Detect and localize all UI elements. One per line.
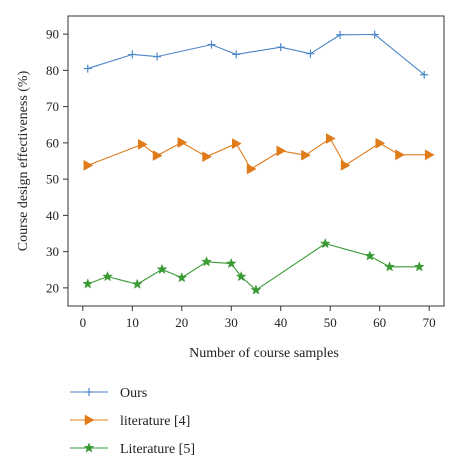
- data-point-literature-5: [250, 284, 262, 295]
- legend-item-ours: Ours: [70, 386, 147, 401]
- data-point-literature-4: [152, 150, 163, 161]
- legend-item-literature-4: literature [4]: [70, 414, 190, 429]
- data-point-literature-5: [156, 263, 168, 275]
- y-tick-label: 70: [46, 99, 59, 114]
- data-point-literature-5: [225, 257, 237, 269]
- legend-swatch-marker: [85, 388, 93, 396]
- data-point-literature-5: [102, 270, 114, 282]
- legend-swatch-marker: [83, 442, 95, 453]
- y-tick-label: 60: [46, 135, 59, 150]
- series-layer: [82, 30, 435, 295]
- data-point-literature-5: [82, 278, 94, 289]
- data-point-ours: [420, 70, 429, 79]
- data-point-literature-4: [231, 138, 242, 150]
- legend-swatch-marker: [84, 414, 95, 426]
- x-axis-label: Number of course samples: [189, 346, 339, 361]
- data-point-literature-4: [83, 159, 94, 171]
- data-point-ours: [306, 49, 315, 58]
- x-tick-label: 0: [80, 315, 87, 330]
- data-point-literature-5: [364, 250, 376, 261]
- legend-item-literature-5: Literature [5]: [70, 442, 195, 457]
- data-point-ours: [153, 52, 162, 61]
- legend: Ours literature [4] Literature [5]: [70, 386, 195, 457]
- data-point-literature-5: [235, 270, 247, 282]
- data-point-ours: [232, 50, 241, 59]
- data-point-literature-4: [424, 149, 435, 161]
- series-literature-5: [82, 237, 425, 295]
- data-point-literature-5: [131, 278, 143, 289]
- x-tick-label: 50: [324, 315, 337, 330]
- data-point-literature-4: [301, 149, 311, 161]
- y-tick-label: 30: [46, 244, 59, 259]
- legend-label: Ours: [120, 386, 147, 401]
- data-point-literature-5: [201, 256, 212, 267]
- legend-label: literature [4]: [120, 414, 190, 429]
- y-tick-label: 20: [46, 280, 59, 295]
- data-point-ours: [207, 40, 216, 49]
- y-tick-label: 40: [46, 208, 59, 223]
- data-point-ours: [370, 30, 379, 39]
- x-axis-ticks: 0 10 20 30 40 50 60 70: [80, 306, 436, 330]
- data-point-literature-4: [395, 149, 405, 161]
- legend-label: Literature [5]: [120, 442, 195, 457]
- series-line-literature-4: [87, 137, 430, 170]
- data-point-literature-5: [319, 237, 331, 249]
- data-point-ours: [336, 30, 345, 39]
- data-point-literature-4: [340, 159, 351, 171]
- x-tick-label: 60: [373, 315, 386, 330]
- data-point-literature-4: [375, 137, 386, 149]
- data-point-ours: [83, 64, 92, 73]
- data-point-literature-4: [137, 138, 148, 150]
- plot-frame: [67, 15, 445, 307]
- y-tick-label: 90: [46, 27, 59, 42]
- y-axis-label: Course design effectiveness (%): [16, 70, 31, 251]
- x-tick-label: 30: [225, 315, 238, 330]
- data-point-literature-5: [413, 261, 425, 272]
- data-point-literature-4: [246, 163, 257, 175]
- data-point-literature-4: [276, 145, 287, 157]
- data-point-ours: [276, 43, 285, 52]
- y-tick-label: 80: [46, 63, 59, 78]
- series-ours: [83, 30, 429, 79]
- y-axis-ticks: 20 30 40 50 60 70 80 90: [46, 27, 68, 295]
- x-tick-label: 10: [126, 315, 139, 330]
- x-tick-label: 70: [423, 315, 436, 330]
- x-tick-label: 40: [274, 315, 287, 330]
- data-point-literature-4: [325, 133, 336, 144]
- series-literature-4: [83, 133, 435, 175]
- data-point-literature-5: [176, 272, 188, 283]
- data-point-ours: [128, 50, 137, 59]
- x-tick-label: 20: [175, 315, 188, 330]
- series-line-ours: [87, 33, 425, 76]
- data-point-literature-5: [384, 261, 396, 272]
- y-tick-label: 50: [46, 172, 59, 187]
- data-point-literature-4: [177, 137, 188, 148]
- data-point-literature-4: [202, 151, 213, 163]
